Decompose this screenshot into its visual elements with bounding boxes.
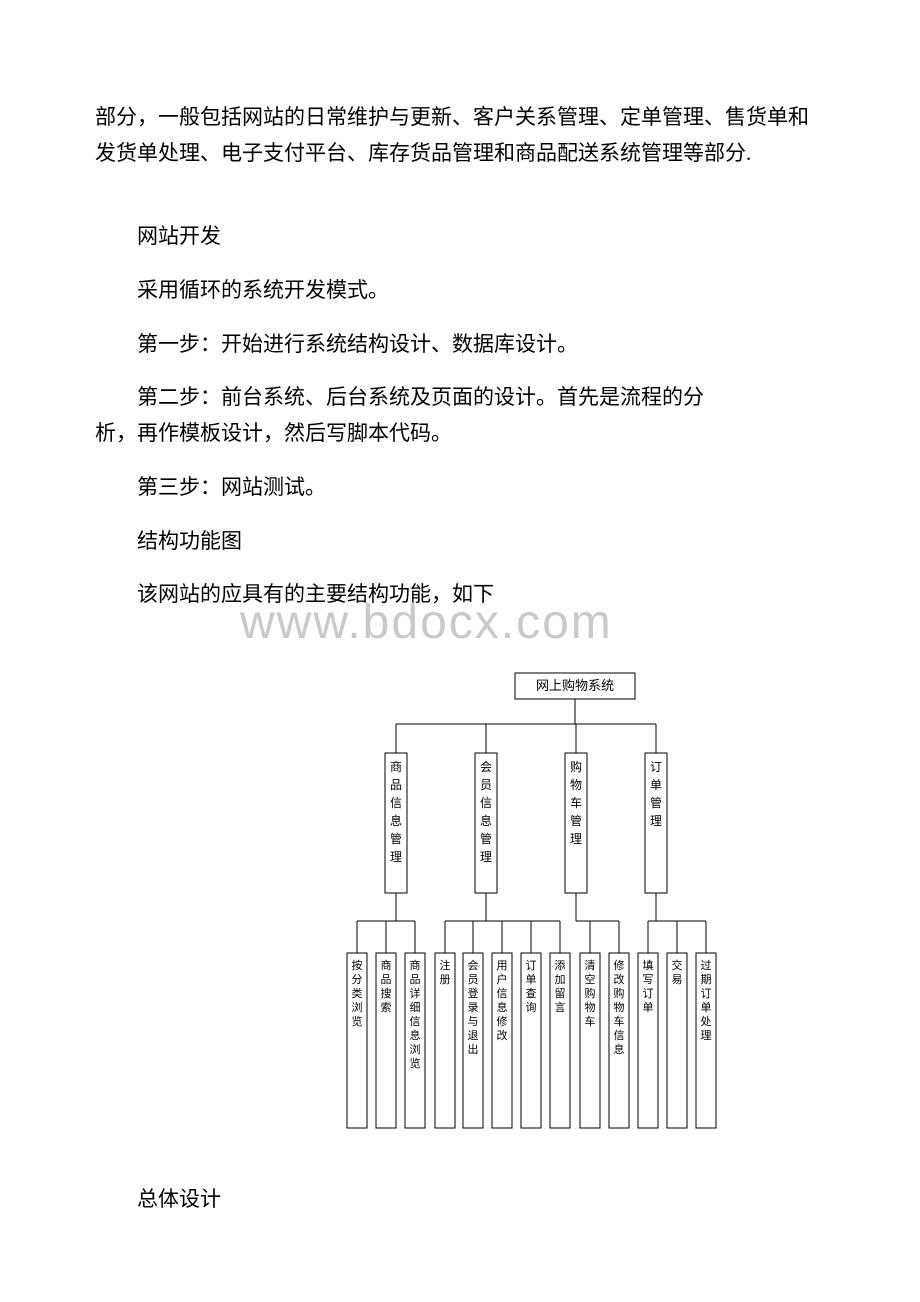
text-step1: 第一步：开始进行系统结构设计、数据库设计。 <box>95 327 825 363</box>
text-step3: 第三步：网站测试。 <box>95 470 825 506</box>
footer-heading: 总体设计 <box>95 1183 825 1213</box>
diagram-svg: 网上购物系统商品信息管理会员信息管理购物车管理订单管理按分类浏览商品搜索商品详细… <box>95 633 825 1153</box>
text-structure-heading: 结构功能图 <box>95 524 825 560</box>
text-step2: 第二步：前台系统、后台系统及页面的设计。首先是流程的分 析，再作模板设计，然后写… <box>95 380 825 451</box>
text-structure-desc: 该网站的应具有的主要结构功能，如下 <box>95 577 825 613</box>
text-step2-line1: 第二步：前台系统、后台系统及页面的设计。首先是流程的分 <box>95 380 825 416</box>
svg-text:清空购物车: 清空购物车 <box>585 959 596 1028</box>
svg-text:按分类浏览: 按分类浏览 <box>352 958 363 1028</box>
structure-diagram: 网上购物系统商品信息管理会员信息管理购物车管理订单管理按分类浏览商品搜索商品详细… <box>95 633 825 1153</box>
text-dev-model: 采用循环的系统开发模式。 <box>95 273 825 309</box>
heading-website-dev: 网站开发 <box>95 219 825 255</box>
svg-text:网上购物系统: 网上购物系统 <box>536 678 614 693</box>
intro-paragraph: 部分，一般包括网站的日常维护与更新、客户关系管理、定单管理、售货单和发货单处理、… <box>95 100 825 171</box>
svg-text:会员登录与退出: 会员登录与退出 <box>468 959 479 1056</box>
text-step2-line2: 析，再作模板设计，然后写脚本代码。 <box>95 416 825 452</box>
svg-text:购物车管理: 购物车管理 <box>570 759 582 846</box>
